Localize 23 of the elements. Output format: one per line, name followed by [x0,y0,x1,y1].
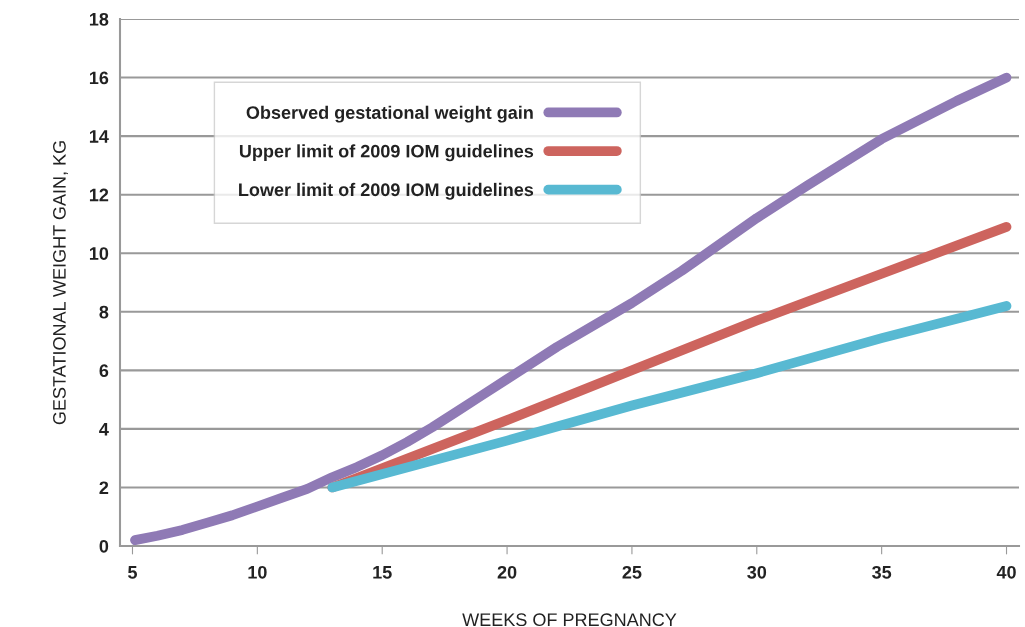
y-tick-label: 16 [89,71,109,85]
y-tick-label: 12 [89,188,109,202]
y-tick-label: 8 [99,305,109,319]
legend-label: Upper limit of 2009 IOM guidelines [239,144,534,162]
y-tick-label: 18 [89,12,109,26]
y-tick-label: 0 [99,539,109,553]
legend-label: Lower limit of 2009 IOM guidelines [239,182,534,200]
x-tick-label: 30 [747,565,767,579]
y-axis-title: GESTATIONAL WEIGHT GAIN, KG [53,141,68,425]
y-tick-label: 2 [99,481,109,494]
x-tick-label: 5 [128,566,137,579]
y-tick-label: 4 [99,423,109,436]
x-tick-label: 10 [248,565,267,579]
y-tick-label: 10 [89,247,109,260]
x-axis-title: WEEKS OF PREGNANCY [462,613,677,627]
x-tick-label: 20 [497,565,517,579]
y-tick-label: 14 [89,130,109,143]
y-tick-label: 6 [99,364,109,378]
x-tick-label: 35 [872,565,892,579]
legend-label: Observed gestational weight gain [246,105,533,123]
x-tick-label: 25 [622,565,642,579]
x-tick-label: 40 [996,565,1016,579]
x-tick-label: 15 [373,566,392,579]
